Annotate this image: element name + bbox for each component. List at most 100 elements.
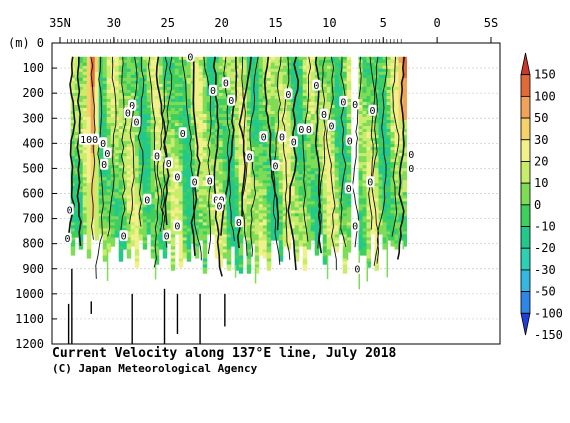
velocity-cell	[318, 228, 324, 235]
velocity-cell	[226, 192, 232, 199]
velocity-cell	[338, 228, 344, 235]
velocity-cell	[362, 249, 367, 256]
velocity-cell	[214, 252, 220, 259]
velocity-cell	[238, 192, 244, 199]
velocity-cell	[154, 258, 160, 265]
velocity-cell	[326, 192, 332, 199]
velocity-cell	[134, 192, 140, 199]
velocity-cell	[278, 192, 284, 199]
velocity-cell	[194, 192, 200, 199]
velocity-cell	[174, 228, 180, 235]
velocity-cell	[322, 258, 328, 265]
velocity-cell	[206, 228, 212, 235]
velocity-cell	[154, 192, 160, 199]
velocity-cell	[250, 192, 256, 199]
velocity-cell	[194, 252, 200, 259]
velocity-cell	[290, 192, 296, 199]
velocity-cell	[306, 192, 312, 199]
velocity-cell	[146, 228, 152, 235]
velocity-streak	[254, 268, 257, 284]
velocity-cell	[358, 192, 363, 199]
velocity-cell	[178, 192, 184, 199]
velocity-cell	[110, 192, 116, 199]
velocity-cell	[230, 192, 236, 199]
velocity-cell	[106, 192, 112, 199]
velocity-cell	[314, 249, 320, 256]
velocity-cell	[290, 228, 296, 235]
velocity-cell	[238, 267, 244, 274]
velocity-cell	[298, 240, 304, 247]
velocity-cell	[158, 192, 164, 199]
velocity-cell	[254, 267, 260, 274]
velocity-cell	[94, 234, 100, 241]
velocity-cell	[98, 228, 104, 235]
velocity-streak	[106, 249, 109, 281]
velocity-cell	[262, 192, 268, 199]
velocity-cell	[358, 249, 363, 256]
velocity-cell	[90, 228, 96, 235]
velocity-cell	[254, 192, 260, 199]
velocity-cell	[102, 192, 108, 199]
velocity-cell	[170, 192, 176, 199]
velocity-cell	[150, 192, 156, 199]
velocity-cell	[378, 192, 383, 199]
velocity-cell	[90, 192, 96, 199]
velocity-cell	[122, 243, 128, 250]
velocity-cell	[346, 192, 352, 199]
velocity-cell	[234, 264, 240, 271]
velocity-cell	[286, 243, 292, 250]
velocity-cell	[298, 192, 304, 199]
velocity-cell	[138, 192, 144, 199]
velocity-cell	[306, 243, 312, 250]
velocity-cell	[74, 231, 80, 238]
velocity-cell	[118, 255, 124, 262]
velocity-cell	[130, 192, 136, 199]
velocity-cell	[278, 255, 284, 262]
velocity-cell	[258, 192, 264, 199]
velocity-cell	[182, 252, 188, 259]
velocity-cell	[302, 264, 308, 271]
velocity-cell	[274, 234, 280, 241]
velocity-cell	[86, 192, 92, 199]
velocity-cell	[82, 192, 88, 199]
velocity-cell	[86, 252, 92, 259]
velocity-streak	[234, 265, 237, 278]
velocity-cell	[294, 192, 300, 199]
velocity-cell	[78, 192, 84, 199]
velocity-cell	[218, 261, 224, 268]
velocity-streak	[366, 263, 368, 282]
velocity-cell	[266, 192, 272, 199]
velocity-cell	[70, 249, 76, 256]
velocity-cell	[234, 192, 240, 199]
velocity-cell	[182, 192, 188, 199]
velocity-cell	[190, 237, 196, 244]
velocity-streak	[346, 248, 349, 260]
velocity-cell	[338, 192, 344, 199]
velocity-cell	[250, 237, 256, 244]
velocity-cell	[130, 240, 136, 247]
velocity-cell	[134, 261, 140, 268]
velocity-cell	[126, 252, 132, 259]
velocity-cell	[202, 192, 208, 199]
velocity-cell	[126, 192, 132, 199]
velocity-cell	[226, 264, 232, 271]
velocity-cell	[258, 249, 264, 256]
velocity-cell	[82, 228, 88, 235]
velocity-cell	[242, 192, 248, 199]
velocity-cell	[170, 264, 176, 271]
velocity-cell	[266, 264, 272, 271]
velocity-cell	[286, 192, 292, 199]
velocity-cell	[178, 261, 184, 268]
velocity-cell	[282, 240, 288, 247]
velocity-cell	[94, 192, 100, 199]
velocity-cell	[186, 255, 192, 262]
velocity-cell	[374, 192, 379, 199]
velocity-cell	[78, 243, 84, 250]
velocity-cell	[270, 192, 276, 199]
velocity-cell	[374, 264, 379, 271]
velocity-cell	[106, 246, 112, 253]
velocity-cell	[366, 261, 371, 268]
velocity-cell	[378, 228, 383, 235]
velocity-cell	[326, 249, 332, 256]
velocity-cell	[246, 267, 252, 274]
